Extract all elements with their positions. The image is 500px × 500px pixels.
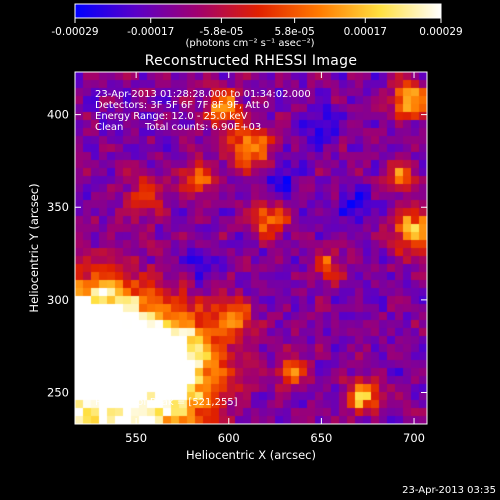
y-axis-label: Heliocentric Y (arcsec) bbox=[27, 183, 41, 312]
annotation-counts: Total counts: 6.90E+03 bbox=[145, 122, 262, 133]
colorbar-units: (photons cm⁻² s⁻¹ asec⁻²) bbox=[185, 38, 315, 49]
footer-timestamp: 23-Apr-2013 03:35 bbox=[402, 485, 496, 496]
colorbar-tick-label: -5.8e-05 bbox=[199, 26, 243, 38]
x-tick-label: 700 bbox=[403, 431, 425, 445]
colorbar-tick-label: -0.00017 bbox=[127, 26, 174, 38]
colorbar-tick-label: 0.00029 bbox=[419, 26, 462, 38]
chart-title: Reconstructed RHESSI Image bbox=[144, 53, 358, 69]
colorbar: -0.00029 -0.00017 -5.8e-05 5.8e-05 0.00017 0.… bbox=[51, 3, 463, 38]
colorbar-tick-label: 0.00017 bbox=[344, 26, 387, 38]
colorbar-gradient bbox=[74, 3, 442, 19]
y-tick-label: 350 bbox=[47, 200, 69, 214]
annotation-detectors: Detectors: 3F 5F 6F 7F 8F 9F, Att 0 bbox=[95, 100, 270, 111]
x-tick-label: 650 bbox=[310, 431, 332, 445]
y-tick-label: 400 bbox=[47, 108, 69, 122]
x-axis-label: Heliocentric X (arcsec) bbox=[186, 448, 316, 462]
annotation-clean: Clean bbox=[95, 122, 124, 133]
y-tick-label: 300 bbox=[47, 293, 69, 307]
y-tick-label: 250 bbox=[47, 386, 69, 400]
annotation-energy: Energy Range: 12.0 - 25.0 keV bbox=[95, 111, 248, 122]
colorbar-tick-label: 5.8e-05 bbox=[274, 26, 314, 38]
annotation-time: 23-Apr-2013 01:28:28.000 to 01:34:02.000 bbox=[95, 89, 311, 100]
x-tick-label: 550 bbox=[125, 431, 147, 445]
annotation-peak: Position of Peak = [521,255] bbox=[95, 397, 238, 408]
colorbar-tick-label: -0.00029 bbox=[51, 26, 98, 38]
x-tick-label: 600 bbox=[218, 431, 240, 445]
